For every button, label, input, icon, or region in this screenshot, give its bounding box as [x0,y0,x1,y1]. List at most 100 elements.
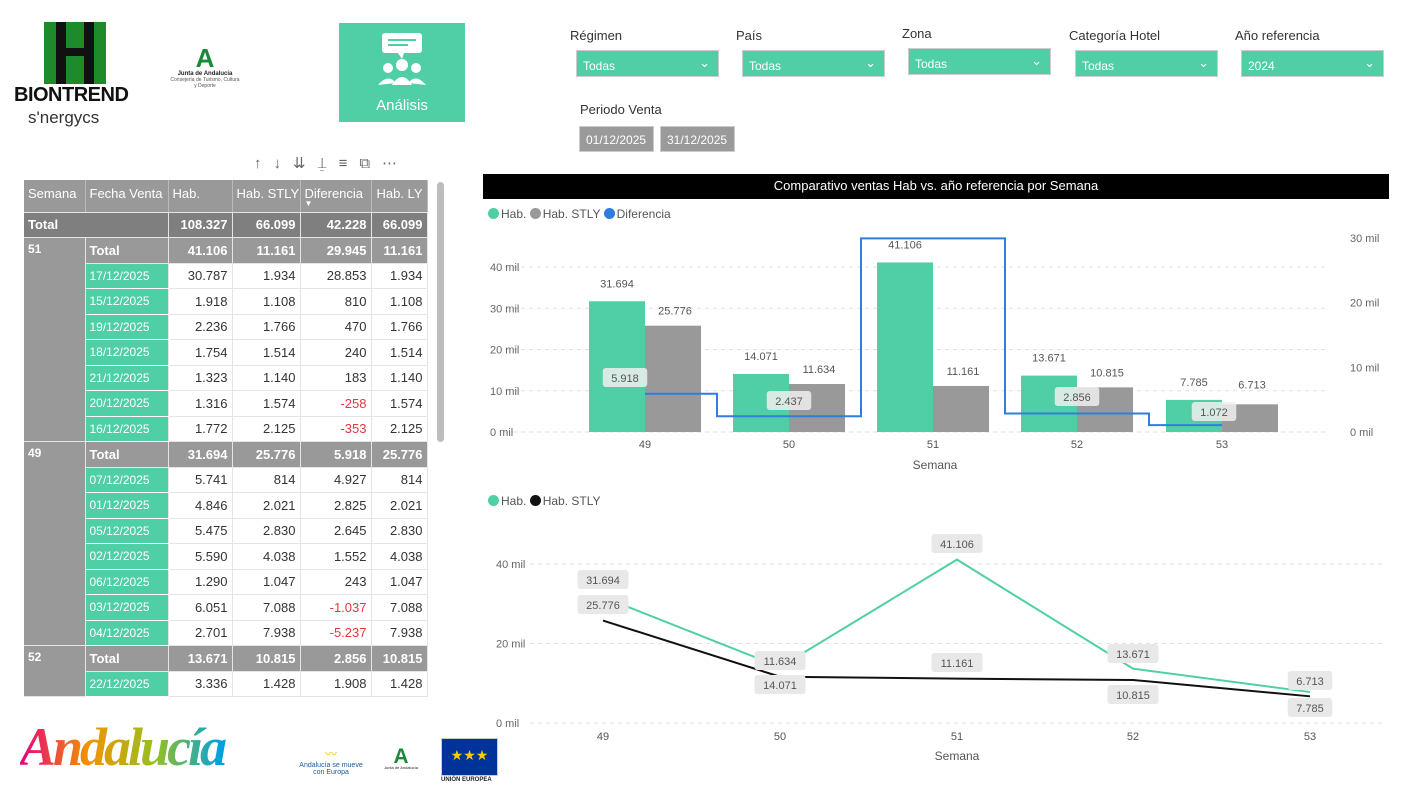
semana-cell[interactable]: 52 [24,645,86,697]
fecha-cell: 04/12/2025 [84,619,169,646]
zona-dropdown[interactable]: Todas ⌄ [908,48,1051,75]
filter-ano: Año referencia 2024 ⌄ [1235,28,1384,77]
header-hab-stly[interactable]: Hab. STLY [232,180,301,213]
filter-regimen: Régimen Todas ⌄ [570,28,719,77]
more-options-icon[interactable]: ⋯ [382,155,410,172]
chart1-legend: Hab. Hab. STLY Diferencia [488,207,671,221]
y-left-tick: 20 mil [490,345,519,357]
data-label-hab-stly-bg [577,595,629,614]
table-cell: 1.766 [232,314,301,340]
table-cell: 814 [371,467,428,493]
categoria-dropdown[interactable]: Todas ⌄ [1075,50,1218,77]
table-cell: 66.099 [232,212,301,238]
table-cell: 3.336 [168,671,233,697]
filter-label: Categoría Hotel [1069,28,1161,43]
data-label-hab-stly-bg [754,651,806,670]
pais-dropdown[interactable]: Todas ⌄ [742,50,885,77]
data-label-hab-stly-bg [1287,671,1333,690]
semana-cell[interactable]: 51 [24,237,86,442]
table-cell: 814 [232,467,301,493]
x-axis-title: Semana [913,458,958,472]
expand-all-icon[interactable]: ⇊ [293,155,318,172]
period-to-input[interactable]: 31/12/2025 [660,126,735,152]
table-cell: 13.671 [168,645,233,672]
legend-hab[interactable]: Hab. [488,207,526,221]
ano-dropdown[interactable]: 2024 ⌄ [1241,50,1384,77]
legend-hab[interactable]: Hab. [488,494,526,508]
week-total-row: 49 Total 31.694 25.776 5.918 25.776 [24,441,428,646]
table-row: 02/12/2025 5.590 4.038 1.552 4.038 [24,543,428,570]
eu-text: UNIÓN EUROPEA [441,777,492,783]
table-cell: 1.108 [371,288,428,315]
data-label-diferencia-bg [766,391,812,410]
table-row: 20/12/2025 1.316 1.574 -258 1.574 [24,390,428,417]
header-hab-ly[interactable]: Hab. LY [371,180,428,213]
week-total-row: 51 Total 41.106 11.161 29.945 11.161 [24,237,428,442]
fecha-cell: 15/12/2025 [84,288,169,315]
table-cell: 4.846 [168,492,233,519]
table-cell: 4.038 [371,543,428,570]
sort-up-icon[interactable]: ↑ [254,155,274,172]
table-cell: 25.776 [371,441,428,468]
data-label-hab-stly: 6.713 [1238,379,1266,391]
filter-icon[interactable]: ≡ [338,155,360,172]
focus-mode-icon[interactable]: ⧉ [359,155,383,172]
data-label-hab: 14.071 [763,680,797,692]
data-label-diferencia-bg [1191,402,1237,421]
table-cell: 1.552 [300,543,372,570]
sort-down-icon[interactable]: ↓ [273,155,293,172]
y-tick: 20 mil [496,639,525,651]
table-cell: 1.428 [232,671,301,697]
table-cell: 10.815 [371,645,428,672]
hierarchy-icon[interactable]: ⍊ [317,155,339,172]
table-scrollbar[interactable] [437,182,444,442]
x-tick: 53 [1216,439,1228,451]
data-label-diferencia-bg [602,368,648,387]
fecha-cell: 06/12/2025 [84,568,169,595]
matrix-table: Semana Fecha Venta Hab. Hab. STLY Difere… [24,180,428,697]
semana-cell[interactable]: 49 [24,441,86,646]
period-from-input[interactable]: 01/12/2025 [579,126,654,152]
bar-hab [877,262,933,432]
table-cell: 1.514 [232,339,301,366]
fecha-cell: 22/12/2025 [84,670,169,697]
table-cell: 29.945 [300,237,372,264]
total-label: Total [85,645,169,672]
y-left-tick: 30 mil [490,303,519,315]
header-semana[interactable]: Semana [24,180,86,213]
data-label-diferencia: 2.856 [1063,392,1091,404]
fecha-cell: 03/12/2025 [84,594,169,621]
analisis-button[interactable]: Análisis [339,23,465,122]
fecha-cell: 02/12/2025 [84,543,169,570]
table-cell: 2.830 [232,518,301,544]
table-row: 01/12/2025 4.846 2.021 2.825 2.021 [24,492,428,519]
legend-diferencia[interactable]: Diferencia [603,207,671,221]
line-diferencia [645,237,1222,427]
regimen-dropdown[interactable]: Todas ⌄ [576,50,719,77]
table-cell: 7.938 [371,620,428,646]
data-label-hab-bg [1287,698,1333,717]
header-fecha-venta[interactable]: Fecha Venta [85,180,169,213]
legend-hab-stly[interactable]: Hab. STLY [529,207,600,221]
data-label-hab-stly: 25.776 [586,600,620,612]
y-left-tick: 0 mil [490,427,513,439]
header-diferencia[interactable]: Diferencia ▼ [300,180,372,213]
data-label-hab-stly: 11.161 [947,366,980,378]
total-label: Total [85,441,169,468]
data-label-hab: 41.106 [888,239,922,251]
table-cell: 1.766 [371,314,428,340]
data-label-hab-stly: 10.815 [1116,690,1150,702]
fecha-cell: 05/12/2025 [84,517,169,544]
table-cell: 10.815 [232,645,301,672]
table-cell: 42.228 [300,212,372,238]
bar-hab [1021,375,1077,432]
filter-label: Año referencia [1235,28,1320,43]
filter-label: País [736,28,763,43]
table-cell: 1.047 [232,569,301,595]
legend-hab-stly[interactable]: Hab. STLY [529,494,601,508]
header-hab[interactable]: Hab. [168,180,233,213]
filter-label: Zona [902,26,932,41]
table-cell: 2.021 [232,492,301,519]
fecha-cell: 07/12/2025 [84,466,169,493]
chevron-down-icon: ⌄ [699,55,710,70]
